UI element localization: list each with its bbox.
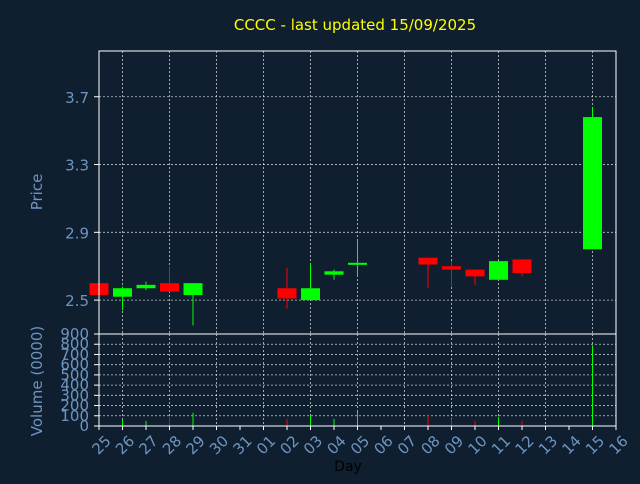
volume-grid (99, 334, 616, 426)
x-tick-label: 06 (371, 432, 397, 458)
x-tick-label: 28 (159, 432, 185, 458)
volume-y-tick-label: 300 (60, 386, 89, 404)
x-tick-label: 15 (582, 432, 608, 458)
candle-body (418, 257, 438, 265)
x-tick-label: 14 (559, 432, 585, 458)
x-tick-label: 31 (230, 432, 256, 458)
price-candles (89, 106, 602, 326)
x-tick-label: 30 (206, 432, 232, 458)
candle-body (183, 283, 203, 296)
volume-y-tick-label: 400 (60, 376, 89, 394)
price-y-axis-label: Price (28, 174, 46, 211)
volume-y-axis-label: Volume (0000) (28, 326, 46, 436)
candle-body (465, 269, 485, 277)
candle-body (160, 283, 179, 292)
x-tick-label: 27 (136, 432, 162, 458)
x-tick-label: 12 (512, 432, 538, 458)
volume-y-tick-label: 900 (60, 325, 89, 343)
candle-body (512, 259, 532, 273)
volume-y-tick-label: 200 (60, 397, 89, 415)
volume-y-tick-label: 700 (60, 345, 89, 363)
x-tick-label: 13 (535, 432, 561, 458)
volume-y-tick-label: 100 (60, 407, 89, 425)
candle-body (442, 266, 461, 270)
price-y-tick-label: 2.5 (65, 292, 89, 310)
volume-bars (98, 345, 593, 426)
x-tick-label: 01 (253, 432, 279, 458)
candle-body (324, 271, 344, 275)
x-tick-label: 16 (606, 432, 632, 458)
x-tick-label: 07 (394, 432, 420, 458)
x-tick-labels: 2526272829303101020304050607080910111213… (89, 426, 632, 458)
price-y-tick-label: 3.7 (65, 89, 89, 107)
volume-y-tick-label: 500 (60, 366, 89, 384)
x-tick-label: 25 (89, 432, 115, 458)
price-y-tick-labels: 2.5 2.9 3.3 3.7 (65, 89, 99, 310)
x-tick-label: 29 (183, 432, 209, 458)
volume-y-tick-label: 0 (79, 417, 89, 435)
candle-body (136, 284, 156, 289)
price-y-tick-label: 3.3 (65, 157, 89, 175)
candle-body (583, 117, 602, 250)
candle-body (301, 288, 320, 301)
x-tick-label: 05 (347, 432, 373, 458)
volume-y-tick-label: 600 (60, 356, 89, 374)
x-tick-label: 02 (277, 432, 303, 458)
price-y-tick-label: 2.9 (65, 224, 89, 242)
candle-body (348, 262, 367, 265)
x-tick-label: 04 (324, 432, 350, 458)
x-axis-label: Day (334, 459, 362, 475)
x-tick-label: 08 (418, 432, 444, 458)
chart-title: CCCC - last updated 15/09/2025 (234, 16, 476, 34)
candle-body (489, 261, 508, 280)
x-tick-label: 03 (300, 432, 326, 458)
x-tick-label: 09 (441, 432, 467, 458)
x-tick-label: 11 (488, 432, 514, 458)
candle-body (113, 288, 132, 297)
volume-y-tick-label: 800 (60, 335, 89, 353)
x-tick-label: 10 (465, 432, 491, 458)
candle-body (277, 288, 297, 299)
x-tick-label: 26 (112, 432, 138, 458)
